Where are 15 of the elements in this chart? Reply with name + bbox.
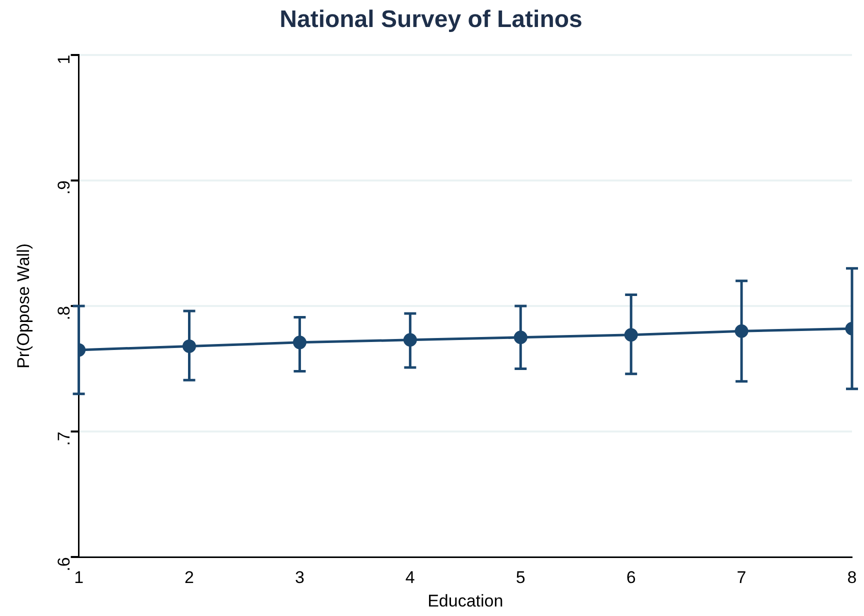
x-tick-label: 4 xyxy=(405,568,415,588)
y-axis-title: Pr(Oppose Wall) xyxy=(14,243,33,369)
y-tick-label: .6 xyxy=(54,557,74,572)
x-tick-label: 5 xyxy=(516,568,526,588)
x-tick-label: 8 xyxy=(847,568,857,588)
y-tick-label: .9 xyxy=(54,180,74,195)
x-tick-label: 2 xyxy=(184,568,194,588)
y-tick-label: 1 xyxy=(54,54,74,64)
y-tick-label: .7 xyxy=(54,432,74,446)
y-tick-label: .8 xyxy=(54,306,74,320)
x-axis-title: Education xyxy=(428,591,504,610)
x-tick-label: 3 xyxy=(294,568,304,588)
x-tick-label: 6 xyxy=(626,568,636,588)
x-tick-label: 7 xyxy=(736,568,746,588)
chart-title: National Survey of Latinos xyxy=(280,6,582,34)
